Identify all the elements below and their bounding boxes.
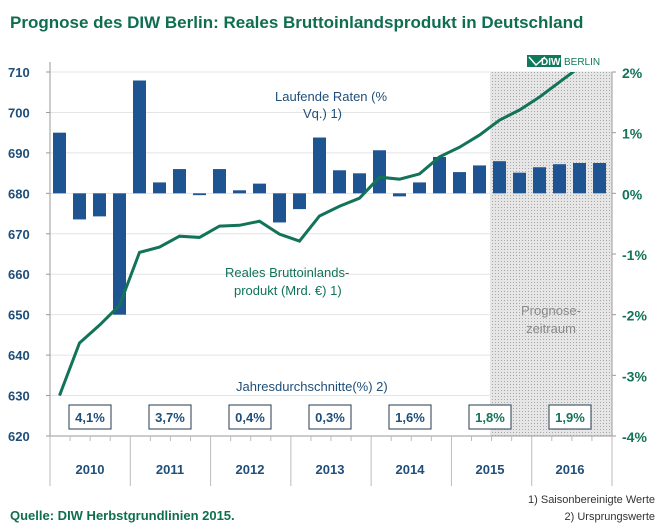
svg-text:0,4%: 0,4%	[235, 410, 265, 425]
forecast-shade	[490, 72, 612, 436]
svg-text:1,8%: 1,8%	[475, 410, 505, 425]
bar	[173, 169, 186, 194]
bar	[233, 190, 246, 194]
axes: 620 630 640 650 660 670 680 690 700 710 -4% -3% -2% -…	[8, 62, 647, 486]
year-label: 2013	[316, 462, 345, 477]
annual-averages: 4,1% 3,7% 0,4% 0,3% 1,6% 1,8% 1,9%	[68, 404, 592, 430]
left-axis-tick: 660	[8, 267, 30, 282]
bar	[353, 173, 366, 194]
svg-text:DIW: DIW	[541, 57, 561, 68]
bar	[133, 80, 146, 194]
left-axis-tick: 650	[8, 308, 30, 323]
bar	[293, 193, 306, 210]
left-axis-tick: 710	[8, 65, 30, 80]
right-axis-tick: -2%	[622, 308, 647, 324]
left-axis-tick: 670	[8, 227, 30, 242]
forecast-label: Prognose- zeitraum	[521, 303, 581, 336]
bar	[273, 193, 286, 223]
bar	[573, 163, 586, 194]
svg-text:4,1%: 4,1%	[75, 410, 105, 425]
left-axis-tick: 700	[8, 105, 30, 120]
left-axis-tick: 680	[8, 186, 30, 201]
chart-title: Prognose des DIW Berlin: Reales Bruttoin…	[10, 13, 583, 32]
left-axis-tick: 620	[8, 429, 30, 444]
bar	[253, 183, 266, 194]
bar	[553, 164, 566, 194]
bar	[313, 137, 326, 194]
right-axis-tick: -3%	[622, 368, 647, 384]
bar	[433, 156, 446, 194]
svg-text:0,3%: 0,3%	[315, 410, 345, 425]
source-note: Quelle: DIW Herbstgrundlinien 2015.	[10, 508, 235, 523]
bar	[93, 193, 106, 217]
right-axis-tick: 0%	[622, 186, 643, 202]
footnote-1: 1) Saisonbereinigte Werte	[528, 494, 655, 506]
bar	[73, 193, 86, 220]
svg-text:1,6%: 1,6%	[395, 410, 425, 425]
bar	[53, 132, 66, 194]
left-axis-tick: 640	[8, 348, 30, 363]
bar	[113, 193, 126, 315]
bar	[153, 182, 166, 194]
right-axis-tick: -4%	[622, 429, 647, 445]
left-axis-tick: 690	[8, 146, 30, 161]
bar	[193, 193, 206, 196]
right-axis-tick: 1%	[622, 126, 643, 142]
year-label: 2015	[476, 462, 505, 477]
diw-logo: DIW BERLIN	[527, 55, 600, 68]
bar	[393, 193, 406, 197]
line-series-label-2: produkt (Mrd. €) 1)	[234, 283, 342, 298]
annual-average-box: 4,1%	[68, 404, 112, 430]
svg-text:1,9%: 1,9%	[555, 410, 585, 425]
annual-average-box: 1,6%	[388, 404, 432, 430]
year-label: 2012	[236, 462, 265, 477]
annual-average-box: 1,8%	[468, 404, 512, 430]
svg-text:3,7%: 3,7%	[155, 410, 185, 425]
bar	[213, 169, 226, 194]
right-axis-tick: -1%	[622, 247, 647, 263]
annual-average-box: 3,7%	[148, 404, 192, 430]
annual-average-box: 0,3%	[308, 404, 352, 430]
bar	[593, 163, 606, 194]
year-label: 2011	[156, 462, 184, 477]
bar	[473, 165, 486, 194]
right-axis-tick: 2%	[622, 65, 643, 81]
svg-text:BERLIN: BERLIN	[564, 57, 600, 68]
left-axis-tick: 630	[8, 389, 30, 404]
footnote-2: 2) Ursprungswerte	[565, 511, 655, 523]
year-label: 2016	[556, 462, 585, 477]
bar	[453, 172, 466, 194]
gdp-line	[58, 72, 576, 397]
bar	[373, 150, 386, 194]
year-label: 2010	[76, 462, 105, 477]
bar-series	[53, 80, 606, 315]
annual-average-box: 1,9%	[548, 404, 592, 430]
bar	[533, 167, 546, 194]
year-label: 2014	[396, 462, 426, 477]
bar	[513, 172, 526, 194]
line-series-label: Reales Bruttoinlands-	[225, 265, 349, 280]
bar-series-label: Laufende Raten (%	[275, 89, 387, 104]
annual-average-box: 0,4%	[228, 404, 272, 430]
bar	[493, 161, 506, 194]
bar	[413, 182, 426, 194]
annual-averages-label: Jahresdurchschnitte(%) 2)	[236, 379, 388, 394]
bar	[333, 170, 346, 194]
bar-series-label-2: Vq.) 1)	[303, 106, 342, 121]
forecast-label-wrap: Prognose- zeitraum	[521, 303, 581, 336]
